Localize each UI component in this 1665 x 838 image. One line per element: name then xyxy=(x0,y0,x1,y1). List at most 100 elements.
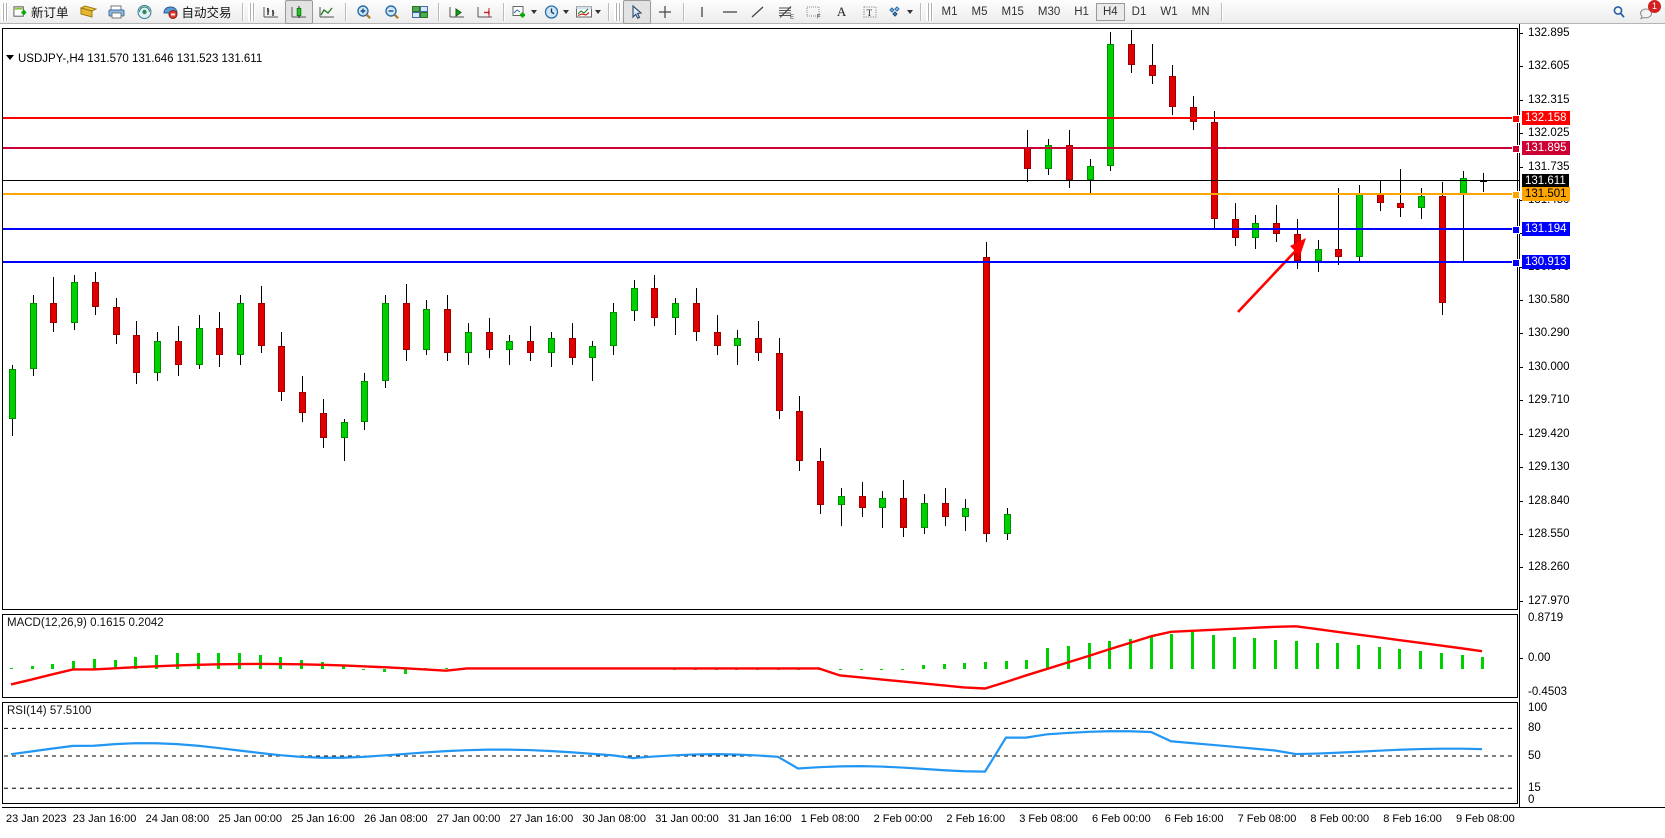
candle-body xyxy=(422,309,430,350)
cursor-button[interactable] xyxy=(622,0,651,24)
timeframe-d1[interactable]: D1 xyxy=(1131,5,1147,18)
candle-wick xyxy=(737,329,738,365)
level-badge-131-895[interactable]: 131.895 xyxy=(1522,141,1570,156)
level-line-resistance[interactable] xyxy=(3,147,1519,150)
horizontal-line-button[interactable] xyxy=(716,0,744,24)
timeframe-m1[interactable]: M1 xyxy=(941,5,958,18)
level-handle[interactable] xyxy=(1512,226,1520,235)
level-handle[interactable] xyxy=(1512,190,1520,199)
candle-wick xyxy=(509,334,510,365)
timeframe-m30[interactable]: M30 xyxy=(1037,5,1061,18)
indicators-chevron-down-icon[interactable] xyxy=(530,9,537,14)
objects-chevron-down-icon[interactable] xyxy=(906,9,913,14)
vertical-line-button[interactable] xyxy=(688,0,716,24)
time-tick-label: 6 Feb 00:00 xyxy=(1092,813,1151,825)
candle-body xyxy=(1127,43,1135,65)
macd-histogram-bar xyxy=(1481,656,1484,670)
price-tick-mark xyxy=(1519,366,1523,368)
level-badge-131-501[interactable]: 131.501 xyxy=(1522,186,1570,201)
time-tick-label: 8 Feb 00:00 xyxy=(1310,813,1370,825)
crosshair-button[interactable] xyxy=(651,0,679,24)
zoom-out-button[interactable] xyxy=(378,0,406,24)
candle-body xyxy=(754,338,762,353)
time-tick-label: 3 Feb 08:00 xyxy=(1019,813,1078,825)
label-icon: T xyxy=(863,6,877,18)
candle-body xyxy=(878,498,886,508)
level-badge-132-158[interactable]: 132.158 xyxy=(1522,111,1570,126)
candle-body xyxy=(1086,166,1094,181)
price-tick-mark xyxy=(1519,433,1523,435)
timeframe-mn[interactable]: MN xyxy=(1191,5,1210,18)
chart-toolbar-grip[interactable] xyxy=(247,2,255,21)
candle-body xyxy=(816,461,824,506)
trendline-icon xyxy=(751,6,763,17)
objects-button[interactable] xyxy=(884,0,916,24)
printer-icon xyxy=(108,5,125,18)
line-chart-button[interactable] xyxy=(313,0,341,24)
candle-body xyxy=(298,392,306,413)
level-handle[interactable] xyxy=(1512,258,1520,267)
time-tick-label: 2 Feb 16:00 xyxy=(946,813,1006,825)
candle-body xyxy=(795,410,803,462)
timeframe-h4[interactable]: H4 xyxy=(1095,2,1125,21)
search-button[interactable] xyxy=(1605,0,1633,24)
price-tick-label: 128.550 xyxy=(1528,528,1570,541)
print-button[interactable] xyxy=(103,0,131,24)
level-line-order[interactable] xyxy=(3,192,1519,195)
level-line-resistance[interactable] xyxy=(3,117,1519,120)
indicators-button[interactable] xyxy=(508,0,540,24)
text-button[interactable]: A xyxy=(828,0,856,24)
channel-button[interactable]: F xyxy=(800,0,828,24)
candle-body xyxy=(1065,145,1073,181)
zoom-in-button[interactable] xyxy=(350,0,378,24)
candle-wick xyxy=(344,418,345,462)
trendline-button[interactable] xyxy=(744,0,772,24)
price-chart-panel[interactable] xyxy=(2,28,1518,610)
level-line-support[interactable] xyxy=(3,228,1519,231)
level-line-support[interactable] xyxy=(3,260,1519,263)
folder-button[interactable] xyxy=(75,0,103,24)
timeframe-m5[interactable]: M5 xyxy=(971,5,988,18)
fibonacci-button[interactable]: E xyxy=(772,0,800,24)
candle-body xyxy=(215,327,223,356)
level-badge-131-611[interactable]: 131.611 xyxy=(1522,174,1569,189)
time-tick-label: 25 Jan 16:00 xyxy=(291,813,355,825)
auto-scroll-button[interactable] xyxy=(443,0,471,24)
tile-windows-button[interactable] xyxy=(406,0,434,24)
timeframe-h1[interactable]: H1 xyxy=(1074,5,1089,18)
candle-body xyxy=(91,281,99,307)
autotrading-button[interactable]: 自动交易 xyxy=(159,0,238,24)
level-handle[interactable] xyxy=(1512,115,1520,124)
timeframe-m15[interactable]: M15 xyxy=(1001,5,1024,18)
timeframe-toolbar-grip[interactable] xyxy=(925,2,933,21)
chart-area[interactable]: USDJPY-,H4 131.570 131.646 131.523 131.6… xyxy=(0,24,1665,838)
time-tick-label: 8 Feb 16:00 xyxy=(1383,813,1442,825)
new-order-button[interactable]: 新订单 xyxy=(10,0,75,24)
time-axis[interactable]: 23 Jan 2023 23 Jan 16:00 24 Jan 08:00 25 Ja… xyxy=(2,807,1665,838)
macd-label: MACD(12,26,9) 0.1615 0.2042 xyxy=(7,617,164,629)
price-tick-label: 130.000 xyxy=(1528,360,1570,373)
bar-chart-button[interactable] xyxy=(257,0,285,24)
candlestick-chart-button[interactable] xyxy=(284,0,313,24)
toolbar-separator-8 xyxy=(1220,2,1222,21)
level-line-last-price[interactable] xyxy=(3,180,1519,182)
level-badge-131-194[interactable]: 131.194 xyxy=(1522,222,1570,237)
period-button[interactable] xyxy=(540,0,572,24)
lines-toolbar-grip[interactable] xyxy=(613,2,621,21)
level-badge-130-913[interactable]: 130.913 xyxy=(1522,254,1570,269)
chart-shift-button[interactable] xyxy=(471,0,499,24)
templates-button[interactable] xyxy=(572,0,604,24)
network-button[interactable] xyxy=(131,0,159,24)
period-chevron-down-icon[interactable] xyxy=(562,9,569,14)
globe-icon xyxy=(137,4,152,19)
label-button[interactable]: T xyxy=(856,0,884,24)
timeframe-w1[interactable]: W1 xyxy=(1160,5,1178,18)
toolbar-grip[interactable] xyxy=(1,2,8,21)
alerts-button[interactable]: 1 xyxy=(1633,0,1661,24)
level-handle[interactable] xyxy=(1512,145,1520,154)
chart-menu-caret-icon[interactable] xyxy=(6,55,14,60)
candle-body xyxy=(236,303,244,356)
candle-body xyxy=(174,341,182,365)
templates-chevron-down-icon[interactable] xyxy=(594,9,601,14)
candle-body xyxy=(526,341,534,353)
